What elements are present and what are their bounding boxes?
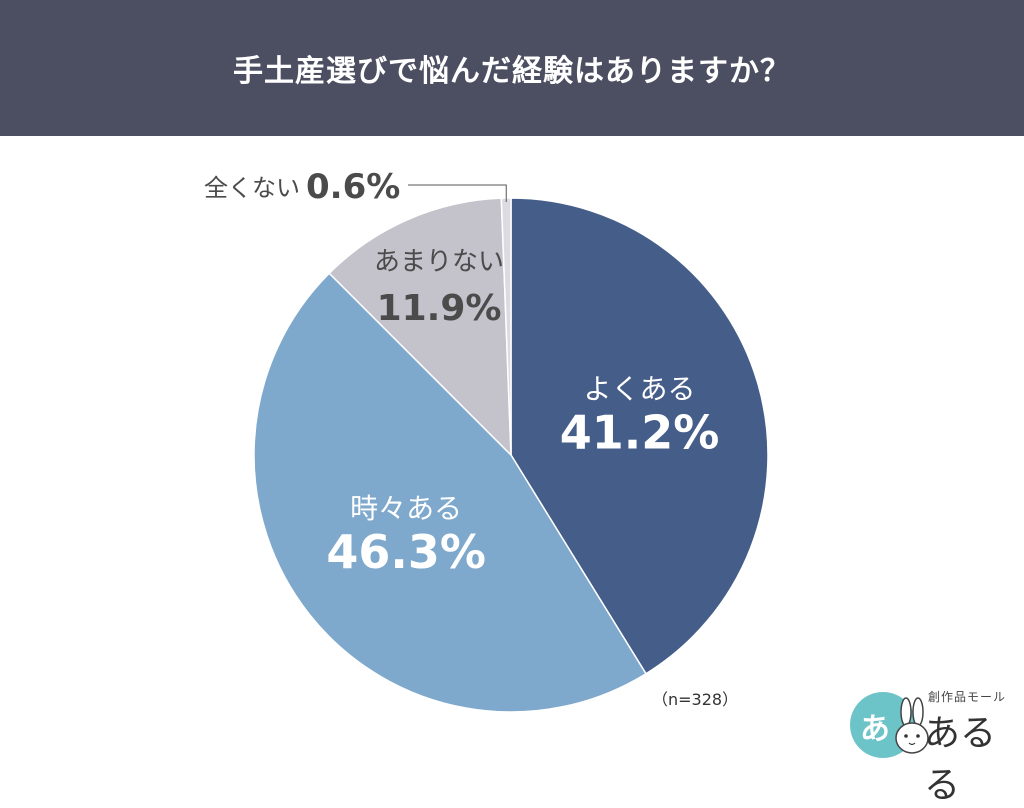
- leader-line: [408, 184, 507, 203]
- pie-slice-0: [510, 197, 769, 675]
- logo-circle-text: あ: [860, 712, 890, 747]
- slice-value-3: 0.6%: [306, 167, 400, 207]
- slice-label-3: 全くない: [204, 174, 300, 202]
- slice-value-0: 41.2%: [560, 406, 720, 460]
- slice-value-1: 46.3%: [326, 525, 486, 579]
- pie-slice-2: [328, 197, 512, 457]
- logo-name: あるる: [924, 713, 997, 806]
- logo-subtitle: 創作品モール: [928, 690, 1007, 704]
- sample-size-note: （n=328）: [652, 690, 739, 709]
- slice-label-2: あまりない: [374, 247, 504, 277]
- chart-header: 手土産選びで悩んだ経験はありますか？: [0, 0, 1024, 136]
- pie-slices: [253, 197, 769, 713]
- chart-title: 手土産選びで悩んだ経験はありますか？: [233, 54, 791, 89]
- slice-label-1: 時々ある: [350, 492, 462, 525]
- pie-slice-1: [253, 272, 648, 713]
- rabbit-icon: [895, 697, 929, 754]
- brand-logo: あ 創作品モール あるる: [850, 686, 1020, 806]
- slice-value-2: 11.9%: [377, 288, 502, 329]
- slice-label-0: よくある: [584, 373, 696, 406]
